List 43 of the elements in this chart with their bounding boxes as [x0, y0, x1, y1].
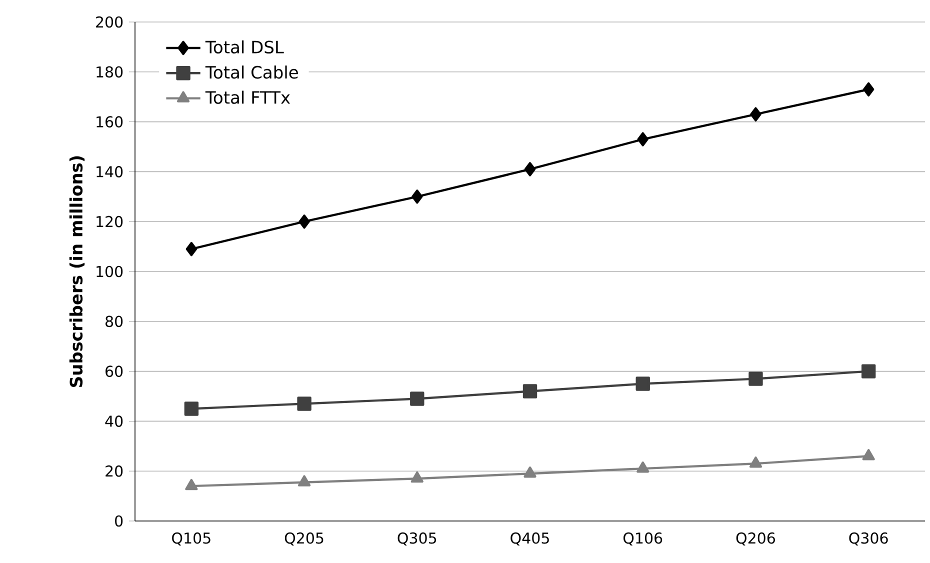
point — [636, 376, 650, 391]
legend-label: Total DSL — [205, 40, 284, 54]
point — [185, 478, 198, 490]
point — [637, 132, 648, 146]
point — [522, 384, 538, 398]
y-tick-label: 140 — [96, 166, 123, 178]
point — [524, 162, 536, 176]
point — [749, 456, 762, 468]
point — [184, 402, 199, 416]
point — [410, 392, 424, 406]
point — [297, 396, 312, 411]
x-tick-label: Q106 — [623, 532, 662, 546]
point — [298, 475, 311, 486]
x-tick-label: Q305 — [398, 532, 436, 546]
legend-label: Total Cable — [205, 66, 298, 79]
point — [862, 449, 875, 460]
y-axis-title: Subscribers (in millions) — [69, 156, 85, 387]
point — [636, 462, 650, 473]
y-tick-label: 20 — [106, 465, 123, 477]
y-tick-label: 200 — [96, 16, 123, 28]
y-tick-label: 180 — [96, 66, 123, 78]
y-tick-label: 120 — [96, 216, 123, 228]
y-tick-label: 0 — [115, 515, 123, 527]
point — [412, 190, 423, 204]
legend-label: Total FTTx — [205, 90, 290, 104]
y-tick-label: 160 — [96, 116, 123, 128]
point — [862, 82, 874, 96]
point — [750, 107, 762, 122]
point — [186, 242, 198, 256]
point — [748, 372, 763, 386]
point — [861, 364, 876, 378]
y-tick-label: 80 — [106, 316, 123, 328]
point — [298, 214, 310, 229]
y-tick-label: 60 — [106, 366, 123, 377]
y-tick-label: 40 — [105, 416, 123, 427]
point — [524, 466, 536, 478]
x-tick-label: Q405 — [510, 532, 549, 546]
y-tick-label: 100 — [96, 266, 123, 278]
x-tick-label: Q206 — [736, 532, 775, 546]
x-tick-label: Q105 — [172, 532, 210, 546]
x-tick-label: Q205 — [284, 532, 324, 546]
point — [410, 471, 424, 483]
x-tick-label: Q306 — [849, 532, 888, 546]
